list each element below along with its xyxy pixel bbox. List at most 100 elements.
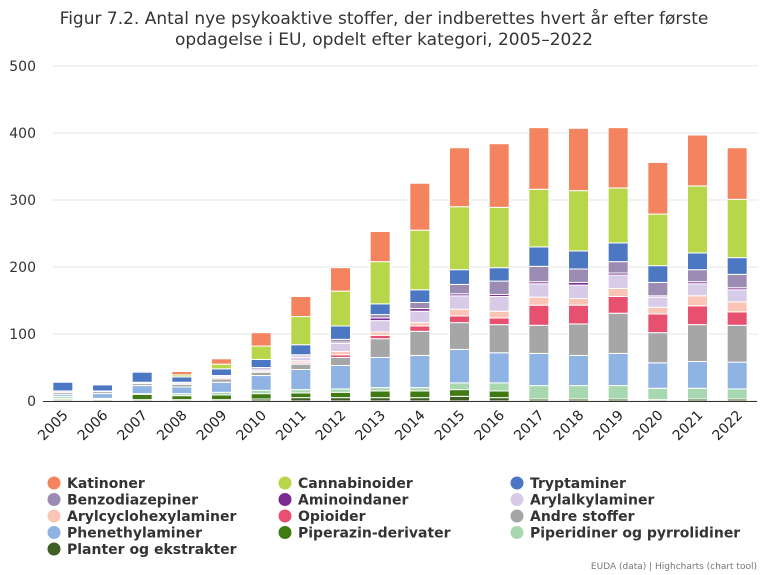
bar-segment[interactable] — [409, 325, 431, 332]
bar-segment[interactable] — [488, 352, 510, 384]
bar-segment[interactable] — [449, 147, 470, 208]
bar-segment[interactable] — [131, 385, 153, 395]
bar-segment[interactable] — [647, 213, 669, 267]
bar-segment[interactable] — [330, 397, 351, 402]
bar-segment[interactable] — [449, 295, 470, 310]
bar-segment[interactable] — [92, 384, 113, 392]
bar-segment[interactable] — [528, 127, 550, 190]
bar-segment[interactable] — [131, 371, 153, 383]
bar-segment[interactable] — [488, 206, 510, 269]
bar-segment[interactable] — [568, 268, 589, 283]
bar-segment[interactable] — [369, 397, 391, 402]
bar-segment[interactable] — [290, 344, 312, 356]
bar-segment[interactable] — [290, 356, 312, 362]
bar-segment[interactable] — [488, 397, 510, 402]
bar-segment[interactable] — [687, 134, 708, 187]
bar-segment[interactable] — [409, 302, 431, 310]
bar-segment[interactable] — [369, 390, 391, 399]
bar-segment[interactable] — [488, 382, 510, 392]
bar-segment[interactable] — [449, 348, 470, 384]
legend-item[interactable]: Planter og ekstrakter — [47, 542, 237, 558]
bar-segment[interactable] — [171, 386, 193, 395]
bar-segment[interactable] — [488, 317, 510, 326]
bar-segment[interactable] — [528, 188, 550, 248]
legend-item[interactable]: Piperidiner og pyrrolidiner — [510, 526, 741, 542]
bar-segment[interactable] — [369, 303, 391, 316]
bar-segment[interactable] — [488, 310, 510, 319]
bar-segment[interactable] — [409, 387, 431, 392]
bar-segment[interactable] — [330, 364, 351, 390]
bar-segment[interactable] — [409, 397, 431, 402]
bar-segment[interactable] — [607, 385, 629, 400]
bar-segment[interactable] — [449, 308, 470, 317]
legend-item[interactable]: Arylcyclohexylaminer — [47, 509, 237, 525]
bar-segment[interactable] — [726, 311, 748, 326]
bar-segment[interactable] — [290, 363, 312, 371]
bar-segment[interactable] — [330, 391, 351, 399]
bar-segment[interactable] — [250, 389, 272, 395]
bar-segment[interactable] — [449, 389, 470, 397]
bar-segment[interactable] — [449, 283, 470, 295]
legend-item[interactable]: Aminoindaner — [278, 493, 409, 509]
bar-segment[interactable] — [250, 371, 272, 377]
bar-segment[interactable] — [647, 281, 669, 297]
bar-segment[interactable] — [330, 342, 351, 352]
bar-segment[interactable] — [92, 393, 113, 399]
bar-segment[interactable] — [726, 257, 748, 275]
bar-segment[interactable] — [687, 283, 708, 297]
bar-segment[interactable] — [488, 143, 510, 208]
legend-item[interactable]: Katinoner — [47, 476, 145, 492]
bar-segment[interactable] — [726, 147, 748, 200]
bar-segment[interactable] — [409, 330, 431, 356]
bar-segment[interactable] — [607, 287, 629, 297]
bar-segment[interactable] — [726, 273, 748, 289]
bar-segment[interactable] — [409, 182, 431, 231]
legend-item[interactable]: Piperazin-derivater — [278, 526, 451, 542]
bar-segment[interactable] — [726, 198, 748, 259]
bar-segment[interactable] — [607, 295, 629, 314]
bar-segment[interactable] — [687, 324, 708, 362]
bar-segment[interactable] — [290, 369, 312, 391]
bar-segment[interactable] — [726, 301, 748, 313]
bar-segment[interactable] — [488, 295, 510, 312]
bar-segment[interactable] — [568, 127, 589, 192]
bar-segment[interactable] — [726, 361, 748, 390]
bar-segment[interactable] — [568, 297, 589, 306]
bar-segment[interactable] — [528, 246, 550, 267]
bar-segment[interactable] — [568, 323, 589, 356]
bar-segment[interactable] — [409, 322, 431, 327]
legend-item[interactable]: Andre stoffer — [510, 509, 635, 525]
bar-segment[interactable] — [290, 392, 312, 399]
bar-segment[interactable] — [726, 289, 748, 303]
bar-segment[interactable] — [250, 375, 272, 391]
legend-item[interactable]: Arylalkylaminer — [510, 493, 655, 509]
bar-segment[interactable] — [687, 269, 708, 283]
bar-segment[interactable] — [607, 312, 629, 354]
bar-segment[interactable] — [211, 378, 232, 383]
bar-segment[interactable] — [290, 397, 312, 402]
bar-segment[interactable] — [726, 324, 748, 363]
bar-segment[interactable] — [211, 358, 232, 365]
bar-segment[interactable] — [528, 385, 550, 400]
bar-segment[interactable] — [607, 352, 629, 387]
bar-segment[interactable] — [568, 354, 589, 387]
bar-segment[interactable] — [449, 206, 470, 271]
bar-segment[interactable] — [687, 295, 708, 307]
bar-segment[interactable] — [528, 283, 550, 298]
bar-segment[interactable] — [607, 187, 629, 244]
bar-segment[interactable] — [528, 296, 550, 306]
bar-segment[interactable] — [687, 305, 708, 326]
bar-segment[interactable] — [52, 381, 74, 392]
bar-segment[interactable] — [528, 265, 550, 283]
bar-segment[interactable] — [687, 185, 708, 254]
bar-segment[interactable] — [568, 385, 589, 400]
bar-segment[interactable] — [369, 314, 391, 319]
bar-segment[interactable] — [687, 252, 708, 271]
bar-segment[interactable] — [409, 289, 431, 304]
bar-segment[interactable] — [171, 376, 193, 383]
bar-segment[interactable] — [250, 393, 272, 400]
bar-segment[interactable] — [290, 295, 312, 318]
bar-segment[interactable] — [409, 229, 431, 291]
bar-segment[interactable] — [449, 322, 470, 350]
bar-segment[interactable] — [647, 296, 669, 308]
